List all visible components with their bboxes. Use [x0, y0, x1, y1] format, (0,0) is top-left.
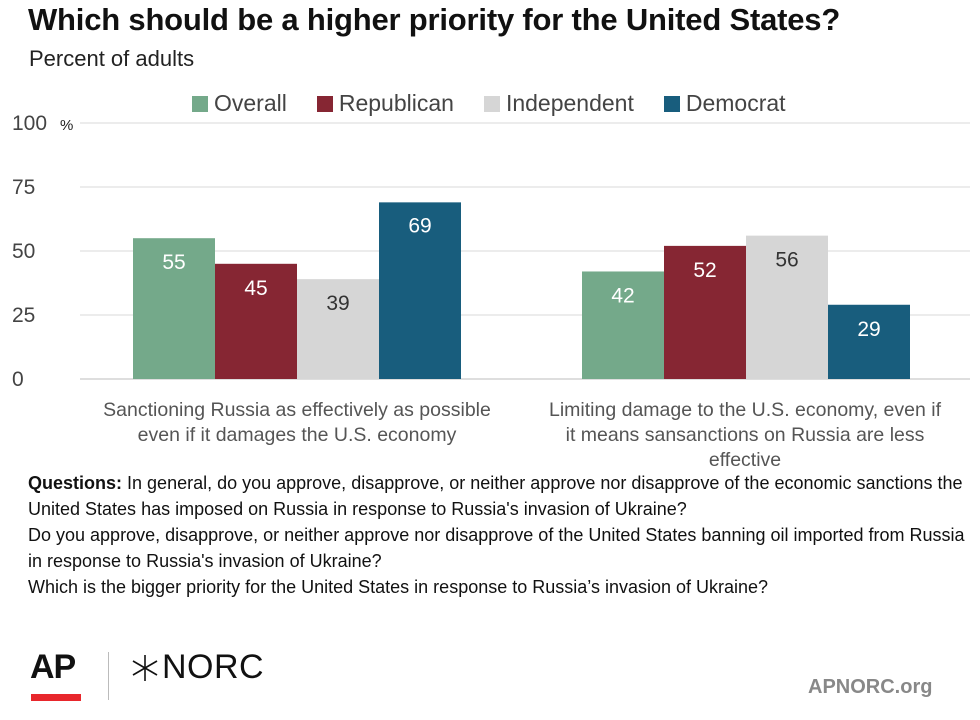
- y-tick-label-0: 0: [12, 368, 24, 391]
- data-label-democrat-sanctioning: 69: [408, 214, 431, 237]
- bar-chart: 0 25 50 75 100 % 55 42 45 52 39 56 69 29: [12, 112, 970, 391]
- questions-note: Questions: In general, do you approve, d…: [28, 470, 968, 600]
- legend-item-democrat: Democrat: [663, 90, 786, 117]
- chart-title: Which should be a higher priority for th…: [28, 2, 841, 37]
- bar-democrat-limiting-damage: [828, 304, 910, 379]
- logo-divider: [108, 652, 109, 700]
- data-label-overall-sanctioning: 55: [162, 251, 185, 274]
- ap-logo-underline: [31, 694, 81, 701]
- data-label-republican-limiting-damage: 52: [693, 259, 716, 282]
- y-unit-label: %: [60, 117, 73, 134]
- legend-swatch-independent: [483, 95, 500, 112]
- y-tick-label-25: 25: [12, 304, 35, 327]
- data-label-independent-limiting-damage: 56: [775, 249, 798, 272]
- bar-independent-sanctioning: [297, 279, 379, 379]
- questions-label: Questions:: [28, 473, 123, 493]
- chart-subtitle: Percent of adults: [29, 46, 195, 71]
- data-label-democrat-limiting-damage: 29: [857, 318, 880, 341]
- legend-item-overall: Overall: [192, 90, 287, 117]
- norc-star-icon: [132, 654, 158, 681]
- data-label-overall-limiting-damage: 42: [611, 284, 634, 307]
- legend-swatch-overall: [192, 95, 208, 112]
- data-label-independent-sanctioning: 39: [326, 292, 349, 315]
- bar-independent-limiting-damage: [746, 235, 828, 379]
- chart-legend: Overall Republican Independent Democrat: [192, 90, 786, 117]
- question-2: Do you approve, disapprove, or neither a…: [28, 525, 965, 571]
- footer-url: APNORC.org: [808, 676, 933, 698]
- ap-logo: AP: [30, 648, 76, 686]
- data-label-republican-sanctioning: 45: [244, 277, 267, 300]
- question-1: In general, do you approve, disapprove, …: [28, 473, 963, 519]
- y-tick-label-75: 75: [12, 176, 35, 199]
- legend-swatch-republican: [316, 95, 333, 112]
- bar-republican-sanctioning: [215, 263, 297, 379]
- legend-label-republican: Republican: [338, 90, 454, 116]
- legend-swatch-democrat: [663, 95, 680, 112]
- bar-overall-limiting-damage: [582, 271, 664, 379]
- y-tick-label-50: 50: [12, 240, 35, 263]
- question-3: Which is the bigger priority for the Uni…: [28, 577, 769, 597]
- legend-label-democrat: Democrat: [685, 90, 786, 116]
- category-label-limiting-damage: Limiting damage to the U.S. economy, eve…: [548, 399, 941, 471]
- norc-logo: NORC: [130, 648, 264, 687]
- legend-label-independent: Independent: [505, 90, 634, 116]
- category-label-sanctioning: Sanctioning Russia as effectively as pos…: [103, 399, 491, 446]
- legend-label-overall: Overall: [214, 90, 287, 116]
- norc-logo-text: NORC: [162, 648, 265, 686]
- bar-overall-sanctioning: [133, 238, 215, 379]
- y-tick-label-100: 100: [12, 112, 47, 135]
- bar-democrat-sanctioning: [379, 202, 461, 379]
- legend-item-independent: Independent: [483, 90, 634, 117]
- bar-republican-limiting-damage: [664, 245, 746, 379]
- legend-item-republican: Republican: [316, 90, 454, 117]
